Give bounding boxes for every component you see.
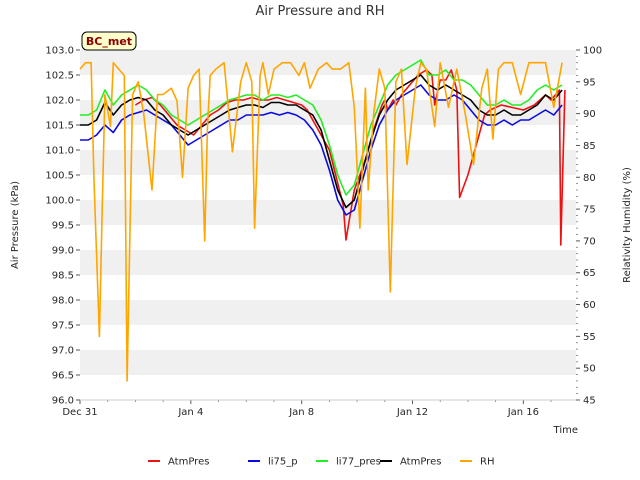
band-4 (80, 200, 576, 225)
legend-label-0: AtmPres (168, 457, 209, 468)
x-tick-label-0: Dec 31 (62, 407, 97, 418)
series-line-li77-pres-2 (80, 59, 563, 196)
station-badge: BC_met (81, 31, 137, 51)
y-axis-title: Air Pressure (kPa) (10, 181, 21, 269)
right-axis: 45 50 55 60 65 70 75 80 85 90 95 100 (576, 46, 602, 407)
y-tick-label-9: 100.5 (45, 171, 74, 182)
y2-tick-label-8: 85 (583, 141, 596, 152)
y2-tick-label-5: 70 (583, 236, 596, 247)
y-tick-label-0: 96.0 (52, 396, 74, 407)
y2-tick-label-1: 50 (583, 364, 596, 375)
band-6 (80, 300, 576, 325)
y-tick-label-13: 102.5 (45, 71, 74, 82)
y2-tick-label-9: 90 (583, 109, 596, 120)
legend-label-2: li77_pres (336, 457, 381, 468)
series-layer (79, 59, 566, 382)
y2-tick-label-2: 55 (583, 332, 596, 343)
y-tick-label-2: 97.0 (52, 346, 74, 357)
y-tick-label-5: 98.5 (52, 271, 74, 282)
series-line-rh-4 (79, 61, 563, 382)
y2-axis-title: Relativity Humidity (%) (622, 167, 633, 283)
x-tick-label-3: Jan 12 (396, 407, 428, 418)
band-7 (80, 350, 576, 375)
y-tick-label-6: 99.0 (52, 246, 74, 257)
y-tick-label-8: 100.0 (45, 196, 74, 207)
band-5 (80, 250, 576, 275)
plot-bands (80, 50, 576, 375)
series-line-atmpres-3 (80, 74, 563, 209)
y-tick-label-10: 101.0 (45, 146, 74, 157)
y2-tick-label-7: 80 (583, 173, 596, 184)
x-tick-label-1: Jan 4 (177, 407, 203, 418)
y-tick-label-7: 99.5 (52, 221, 74, 232)
y2-tick-label-10: 95 (583, 77, 596, 88)
y-tick-label-3: 97.5 (52, 321, 74, 332)
y2-tick-label-3: 60 (583, 300, 596, 311)
y2-tick-label-0: 45 (583, 396, 596, 407)
x-tick-label-4: Jan 16 (507, 407, 539, 418)
series-line-li75-p-1 (80, 84, 563, 216)
badge-label: BC_met (86, 35, 132, 48)
y-tick-label-1: 96.5 (52, 371, 74, 382)
y-tick-label-4: 98.0 (52, 296, 74, 307)
legend-label-4: RH (480, 457, 494, 468)
band-1 (80, 50, 576, 75)
x-axis-title: Time (553, 425, 578, 436)
x-tick-label-2: Jan 8 (288, 407, 314, 418)
x-axis: Dec 31 Jan 4 Jan 8 Jan 12 Jan 16 (62, 400, 552, 418)
legend-label-3: AtmPres (400, 457, 441, 468)
y2-tick-label-6: 75 (583, 205, 596, 216)
badge-box (81, 31, 137, 51)
chart-title: Air Pressure and RH (255, 4, 384, 19)
y-tick-label-12: 102.0 (45, 96, 74, 107)
y-tick-label-14: 103.0 (45, 46, 74, 57)
legend: AtmPres li75_p li77_pres AtmPres RH (148, 457, 494, 468)
y2-tick-label-11: 100 (583, 46, 602, 57)
y-tick-label-11: 101.5 (45, 121, 74, 132)
legend-label-1: li75_p (268, 457, 298, 468)
y2-tick-label-4: 65 (583, 268, 596, 279)
left-axis: 96.0 96.5 97.0 97.5 98.0 98.5 99.0 99.5 100.0 100… (45, 46, 80, 407)
